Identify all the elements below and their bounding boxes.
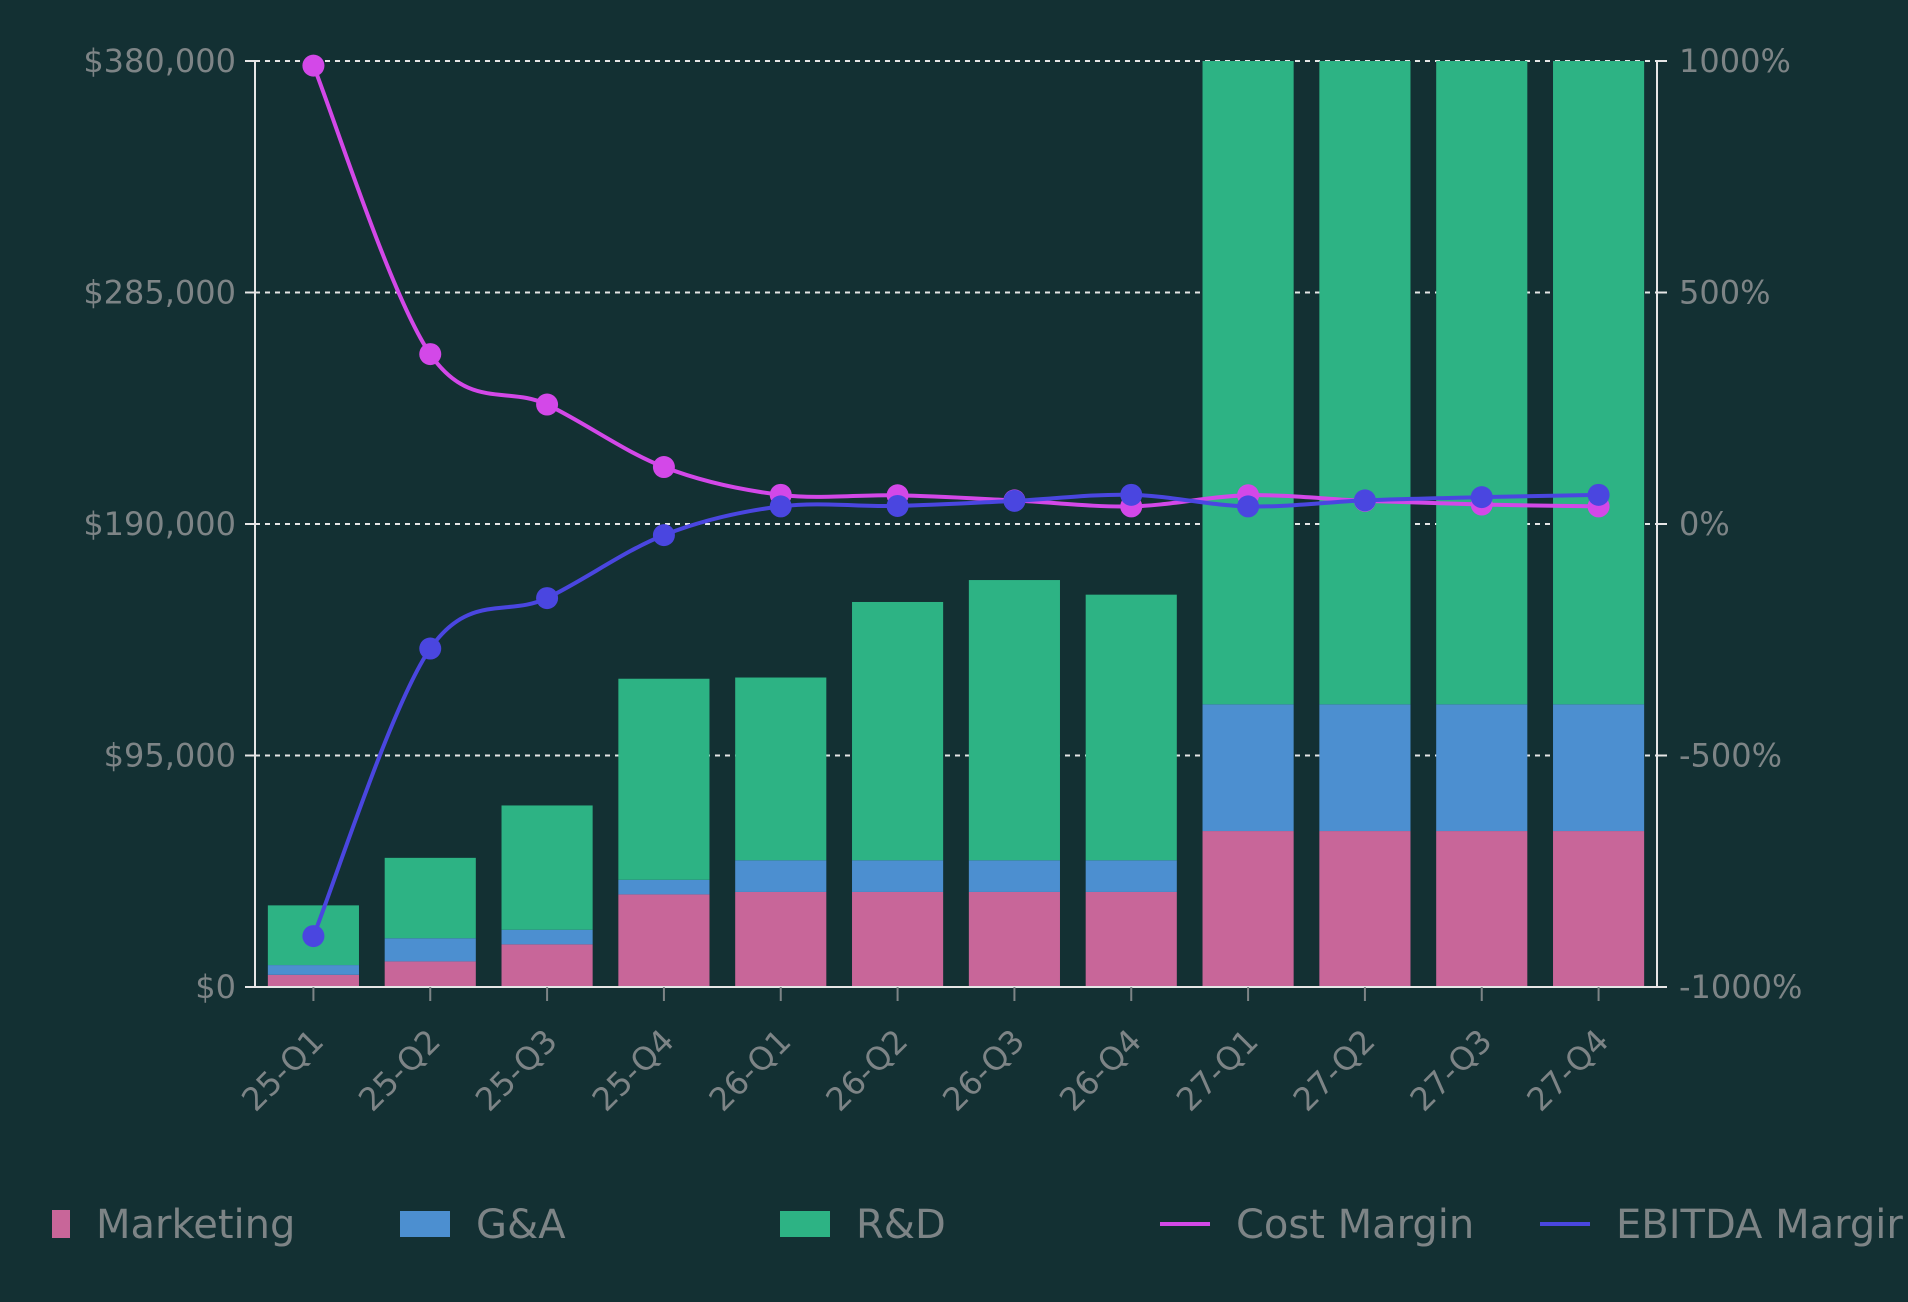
bar-r-d bbox=[1319, 61, 1411, 705]
bar-marketing bbox=[1085, 891, 1177, 987]
x-tick-label: 27-Q3 bbox=[1403, 1022, 1500, 1119]
point-ebitda-margin bbox=[1237, 495, 1260, 518]
point-ebitda-margin bbox=[419, 637, 442, 660]
x-axis-ticks: 25-Q1 25-Q2 25-Q3 25-Q4 26-Q1 26-Q2 26-Q3 26-Q4… bbox=[234, 1022, 1616, 1119]
legend-swatch bbox=[400, 1211, 450, 1237]
left-axis-ticks: $0 $95,000 $190,000 $285,000 $380,000 bbox=[83, 42, 236, 1006]
bar-marketing bbox=[852, 891, 944, 987]
x-tick-label: 26-Q2 bbox=[818, 1022, 915, 1119]
legend-label: Cost Margin bbox=[1236, 1202, 1474, 1248]
point-ebitda-margin bbox=[652, 524, 675, 547]
x-tick-label: 27-Q1 bbox=[1169, 1022, 1266, 1119]
point-cost-margin bbox=[536, 393, 559, 416]
legend-label: Marketing bbox=[96, 1202, 295, 1248]
bar-marketing bbox=[1319, 831, 1411, 987]
bars bbox=[267, 61, 1645, 987]
x-tick-label: 25-Q2 bbox=[351, 1022, 448, 1119]
bar-marketing bbox=[968, 891, 1060, 987]
left-tick-label: $285,000 bbox=[83, 274, 236, 312]
point-ebitda-margin bbox=[1470, 486, 1493, 509]
bar-r-d bbox=[384, 857, 476, 939]
bar-g-a bbox=[1202, 704, 1294, 832]
bar-g-a bbox=[618, 879, 710, 895]
x-tick-label: 26-Q3 bbox=[935, 1022, 1032, 1119]
bar-marketing bbox=[618, 894, 710, 987]
bar-g-a bbox=[852, 860, 944, 892]
bar-g-a bbox=[1085, 860, 1177, 892]
bar-g-a bbox=[501, 929, 593, 945]
legend: Marketing G&A R&D Cost Margin EBITDA Margir bbox=[52, 1202, 1903, 1248]
left-tick-label: $95,000 bbox=[104, 737, 236, 775]
bar-marketing bbox=[501, 944, 593, 987]
point-ebitda-margin bbox=[536, 587, 559, 610]
point-ebitda-margin bbox=[1587, 483, 1610, 506]
bar-marketing bbox=[1202, 831, 1294, 987]
point-ebitda-margin bbox=[886, 494, 909, 517]
bar-r-d bbox=[968, 580, 1060, 861]
right-tick-label: 0% bbox=[1679, 505, 1730, 543]
bar-g-a bbox=[384, 938, 476, 962]
axes bbox=[245, 60, 1667, 1001]
legend-swatch bbox=[780, 1211, 830, 1237]
legend-label: G&A bbox=[476, 1202, 566, 1248]
point-ebitda-margin bbox=[1353, 489, 1376, 512]
legend-item-cost-margin: Cost Margin bbox=[1160, 1202, 1474, 1248]
left-tick-label: $380,000 bbox=[83, 42, 236, 80]
point-cost-margin bbox=[419, 343, 442, 366]
legend-item-r-d: R&D bbox=[780, 1202, 946, 1248]
bar-r-d bbox=[1085, 594, 1177, 861]
x-tick-label: 25-Q4 bbox=[585, 1022, 682, 1119]
legend-item-ebitda-margin: EBITDA Margir bbox=[1540, 1202, 1903, 1248]
bar-g-a bbox=[1319, 704, 1411, 832]
legend-label: R&D bbox=[856, 1202, 946, 1248]
legend-swatch bbox=[52, 1210, 70, 1238]
point-cost-margin bbox=[302, 54, 325, 77]
bar-r-d bbox=[1202, 61, 1294, 705]
point-ebitda-margin bbox=[1120, 483, 1143, 506]
left-tick-label: $190,000 bbox=[83, 505, 236, 543]
right-tick-label: -1000% bbox=[1679, 968, 1802, 1006]
lines bbox=[302, 54, 1610, 948]
bar-marketing bbox=[267, 974, 359, 987]
x-tick-label: 26-Q1 bbox=[702, 1022, 799, 1119]
bar-g-a bbox=[735, 860, 827, 892]
x-tick-label: 27-Q2 bbox=[1286, 1022, 1383, 1119]
x-tick-label: 25-Q3 bbox=[468, 1022, 565, 1119]
point-ebitda-margin bbox=[1003, 489, 1026, 512]
right-tick-label: -500% bbox=[1679, 737, 1782, 775]
right-axis-ticks: -1000% -500% 0% 500% 1000% bbox=[1679, 42, 1802, 1006]
bar-r-d bbox=[618, 678, 710, 880]
bar-r-d bbox=[501, 805, 593, 930]
legend-item-g-a: G&A bbox=[400, 1202, 566, 1248]
legend-item-marketing: Marketing bbox=[52, 1202, 295, 1248]
bar-g-a bbox=[1553, 704, 1645, 832]
bar-marketing bbox=[384, 961, 476, 987]
right-tick-label: 1000% bbox=[1679, 42, 1791, 80]
point-ebitda-margin bbox=[302, 925, 325, 948]
bar-marketing bbox=[735, 891, 827, 987]
x-tick-label: 27-Q4 bbox=[1519, 1022, 1616, 1119]
bar-r-d bbox=[735, 677, 827, 861]
bar-marketing bbox=[1553, 831, 1645, 987]
bar-g-a bbox=[968, 860, 1060, 892]
bar-marketing bbox=[1436, 831, 1528, 987]
bar-r-d bbox=[852, 601, 944, 861]
legend-label: EBITDA Margir bbox=[1616, 1202, 1903, 1248]
bar-r-d bbox=[1553, 61, 1645, 705]
grid bbox=[255, 60, 1657, 757]
left-tick-label: $0 bbox=[195, 968, 236, 1006]
bar-g-a bbox=[1436, 704, 1528, 832]
point-ebitda-margin bbox=[769, 495, 792, 518]
right-tick-label: 500% bbox=[1679, 274, 1770, 312]
bar-r-d bbox=[1436, 61, 1528, 705]
x-tick-label: 26-Q4 bbox=[1052, 1022, 1149, 1119]
bar-g-a bbox=[267, 965, 359, 975]
x-tick-label: 25-Q1 bbox=[234, 1022, 331, 1119]
point-cost-margin bbox=[652, 456, 675, 479]
